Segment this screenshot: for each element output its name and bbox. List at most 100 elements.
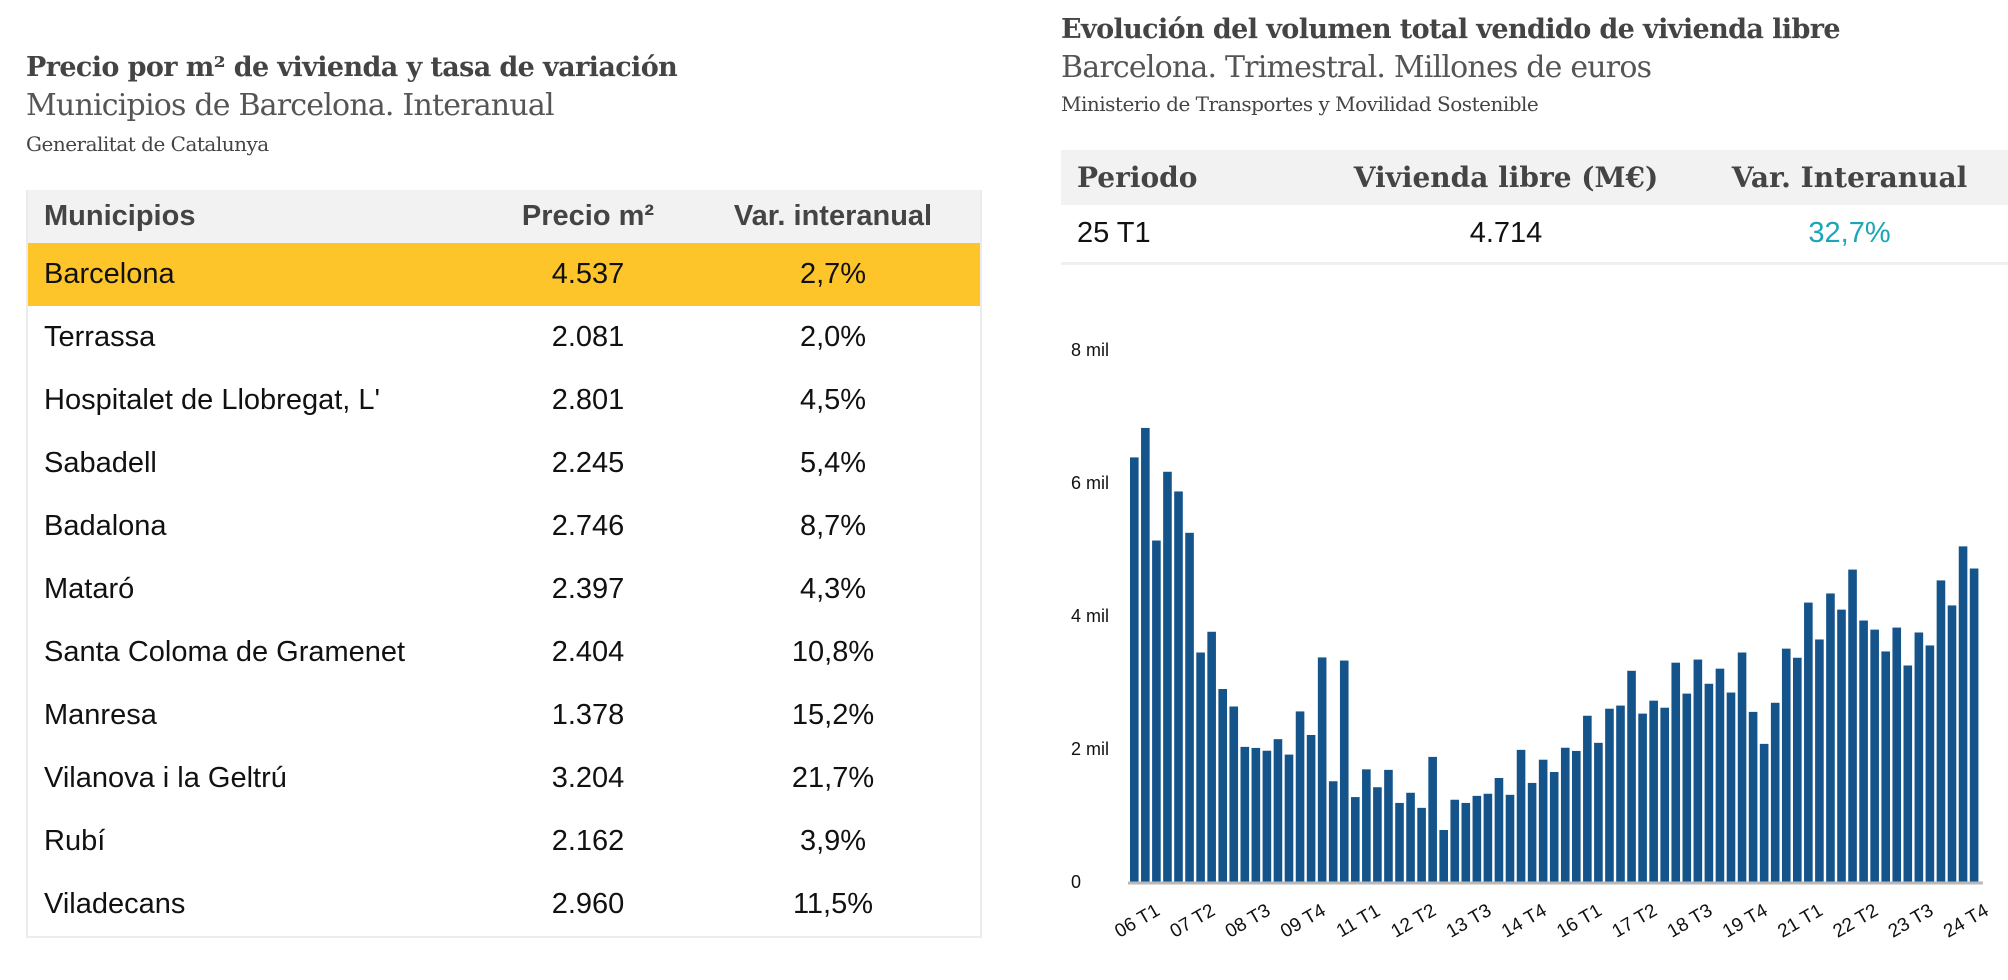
bar[interactable] [1207,631,1216,882]
summary-table: Periodo Vivienda libre (M€) Var. Interan… [1061,150,2008,265]
bar[interactable] [1936,580,1946,882]
bar[interactable] [1384,769,1393,882]
municipio-cell: Viladecans [44,888,186,920]
bar[interactable] [1196,652,1205,882]
precio-cell: 2.397 [551,573,625,605]
municipio-cell: Vilanova i la Geltrú [44,762,287,794]
bar[interactable] [1141,427,1150,882]
bar[interactable] [1605,708,1614,882]
y-tick-label: 8 mil [1071,340,1109,360]
bar[interactable] [1229,706,1239,882]
column-header-precio[interactable]: Precio m² [521,200,655,232]
bar[interactable] [1837,609,1846,882]
municipio-cell: Rubí [44,825,106,857]
bar[interactable] [1759,743,1769,882]
bar[interactable] [1815,639,1824,882]
bar[interactable] [1174,491,1183,882]
column-header-municipios[interactable]: Municipios [44,200,196,232]
bar[interactable] [1649,700,1658,882]
bar[interactable] [1262,750,1272,882]
bar[interactable] [1848,569,1857,882]
bar[interactable] [1969,568,1979,882]
bar[interactable] [1472,795,1482,882]
bar[interactable] [1130,457,1139,882]
bar[interactable] [1903,665,1913,882]
bar[interactable] [1781,648,1791,882]
bar[interactable] [1914,632,1924,882]
y-tick-label: 2 mil [1071,739,1109,759]
bar[interactable] [1273,739,1283,882]
bar[interactable] [1826,593,1835,882]
bar[interactable] [1560,747,1570,882]
bar[interactable] [1494,777,1504,882]
bar[interactable] [1859,620,1868,882]
y-tick-label: 6 mil [1071,473,1109,493]
bar[interactable] [1748,711,1758,882]
bar[interactable] [1704,683,1714,882]
bar[interactable] [1549,772,1559,882]
precio-cell: 2.162 [551,825,625,857]
bar[interactable] [1516,749,1526,882]
bar[interactable] [1417,807,1426,882]
bar[interactable] [1660,707,1669,882]
x-tick-label: 24 T4 [1940,900,1993,943]
bar[interactable] [1770,702,1780,882]
bar[interactable] [1317,657,1327,882]
bar[interactable] [1461,802,1471,882]
bar[interactable] [1527,782,1537,882]
bar[interactable] [1240,746,1250,882]
bar[interactable] [1395,802,1404,882]
bar[interactable] [1870,629,1879,882]
bar[interactable] [1715,668,1725,882]
municipio-cell: Hospitalet de Llobregat, L' [44,384,381,416]
summary-var: 32,7% [1808,217,1891,249]
bar[interactable] [1726,692,1736,882]
bar[interactable] [1638,713,1647,882]
bar[interactable] [1627,670,1636,882]
x-tick-label: 06 T1 [1111,900,1163,942]
table-row: Rubí 2.162 3,9% [28,810,980,873]
bar[interactable] [1306,734,1316,882]
bar[interactable] [1218,689,1227,882]
bar[interactable] [1682,693,1692,882]
bar[interactable] [1616,705,1625,882]
bar[interactable] [1594,742,1603,882]
bar[interactable] [1328,781,1338,882]
right-panel-subtitle: Barcelona. Trimestral. Millones de euros [1061,50,1652,85]
bar[interactable] [1406,792,1415,882]
bar[interactable] [1251,747,1261,882]
bar[interactable] [1881,651,1890,882]
bar[interactable] [1450,799,1460,882]
bar[interactable] [1572,750,1581,882]
bar[interactable] [1362,769,1371,882]
x-tick-label: 16 T1 [1553,900,1605,942]
bar[interactable] [1505,794,1515,882]
bar[interactable] [1892,627,1902,882]
column-header-var[interactable]: Var. interanual [733,200,933,232]
bar[interactable] [1428,756,1437,882]
bar[interactable] [1483,793,1493,882]
x-tick-label: 23 T3 [1885,900,1937,942]
bar[interactable] [1152,540,1161,882]
bar[interactable] [1351,797,1360,882]
bar[interactable] [1947,605,1957,882]
bar[interactable] [1958,546,1968,882]
bar[interactable] [1295,711,1305,882]
table-row: Terrassa 2.081 2,0% [28,306,980,369]
bar[interactable] [1804,602,1813,882]
bar[interactable] [1925,645,1935,882]
x-tick-label: 17 T2 [1609,900,1661,942]
bar[interactable] [1583,715,1592,882]
bar[interactable] [1737,652,1747,882]
bar[interactable] [1163,471,1172,882]
bar[interactable] [1693,659,1703,882]
bar[interactable] [1439,830,1448,882]
bar[interactable] [1373,787,1382,882]
bar[interactable] [1185,532,1194,882]
bar[interactable] [1339,660,1349,882]
summary-periodo: 25 T1 [1077,217,1151,249]
bar[interactable] [1793,657,1802,882]
bar[interactable] [1538,759,1548,882]
bar[interactable] [1671,662,1681,882]
bar[interactable] [1284,754,1294,882]
